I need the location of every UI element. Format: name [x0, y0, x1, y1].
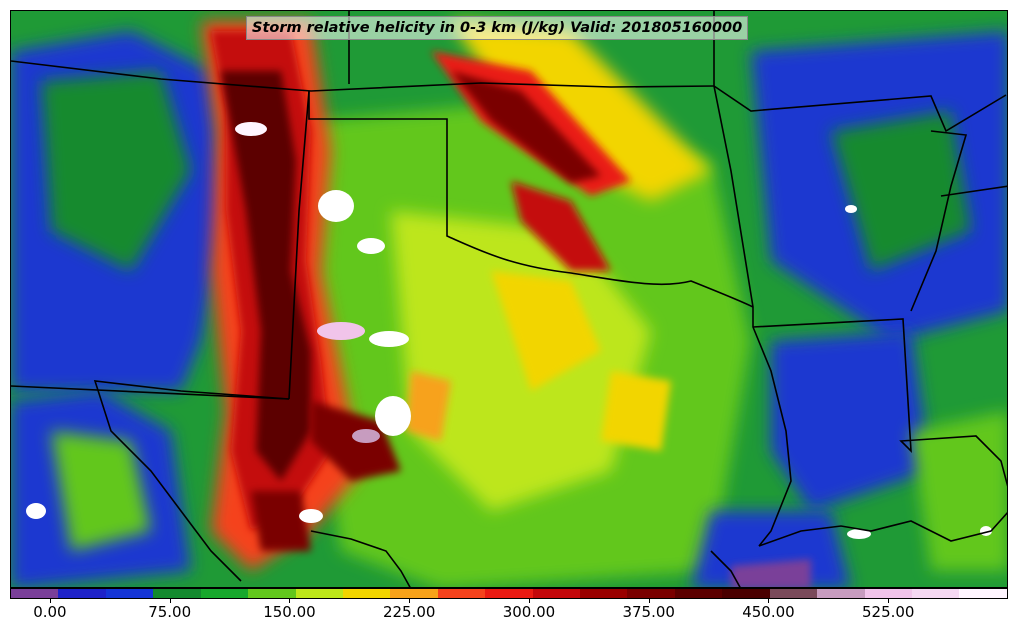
colorbar-segment: [58, 589, 106, 598]
helicity-contours: [11, 21, 1007, 587]
colorbar-segment: [153, 589, 201, 598]
colorbar-segment: [200, 589, 249, 598]
colorbar-tick-mark: [409, 599, 411, 603]
colorbar-segment: [769, 589, 818, 598]
colorbar-segment: [105, 589, 154, 598]
colorbar-segment: [248, 589, 296, 598]
colorbar-segment: [485, 589, 533, 598]
colorbar-segment: [912, 589, 960, 598]
colorbar-tick-mark: [49, 599, 51, 603]
colorbar-tick-label: 150.00: [263, 603, 316, 621]
colorbar-tick-label: 0.00: [33, 603, 67, 621]
colorbar-segment: [674, 589, 723, 598]
colorbar-tick-label: 375.00: [622, 603, 675, 621]
colorbar-tick-label: 225.00: [382, 603, 436, 621]
map-title: Storm relative helicity in 0-3 km (J/kg)…: [246, 16, 749, 40]
colorbar-tick-mark: [768, 599, 770, 603]
colorbar-tick-label: 300.00: [502, 603, 556, 621]
map-panel: [10, 10, 1008, 588]
colorbar-tick-mark: [169, 599, 171, 603]
colorbar-segment: [342, 589, 391, 598]
colorbar-segment: [722, 589, 770, 598]
colorbar-tick-label: 450.00: [742, 603, 795, 621]
colorbar-tick-mark: [648, 599, 650, 603]
colorbar-segment: [437, 589, 486, 598]
colorbar-segment: [959, 589, 1007, 598]
helicity-field-map: [11, 11, 1007, 587]
colorbar-segment: [864, 589, 913, 598]
state-boundaries: [11, 11, 1007, 587]
colorbar-segment: [11, 589, 59, 598]
colorbar-tick-mark: [888, 599, 890, 603]
colorbar-tick-label: 525.00: [861, 603, 915, 621]
colorbar-segment: [532, 589, 581, 598]
colorbar-ticks: 0.00 75.00 150.00 225.00 300.00 375.00 450.00 5…: [10, 599, 1008, 633]
colorbar: [10, 588, 1008, 599]
colorbar-segment: [295, 589, 343, 598]
colorbar-segment: [817, 589, 865, 598]
colorbar-segment: [580, 589, 628, 598]
colorbar-segment: [627, 589, 675, 598]
colorbar-tick-label: 75.00: [148, 603, 192, 621]
colorbar-segment: [390, 589, 438, 598]
colorbar-tick-mark: [528, 599, 530, 603]
colorbar-tick-mark: [289, 599, 291, 603]
